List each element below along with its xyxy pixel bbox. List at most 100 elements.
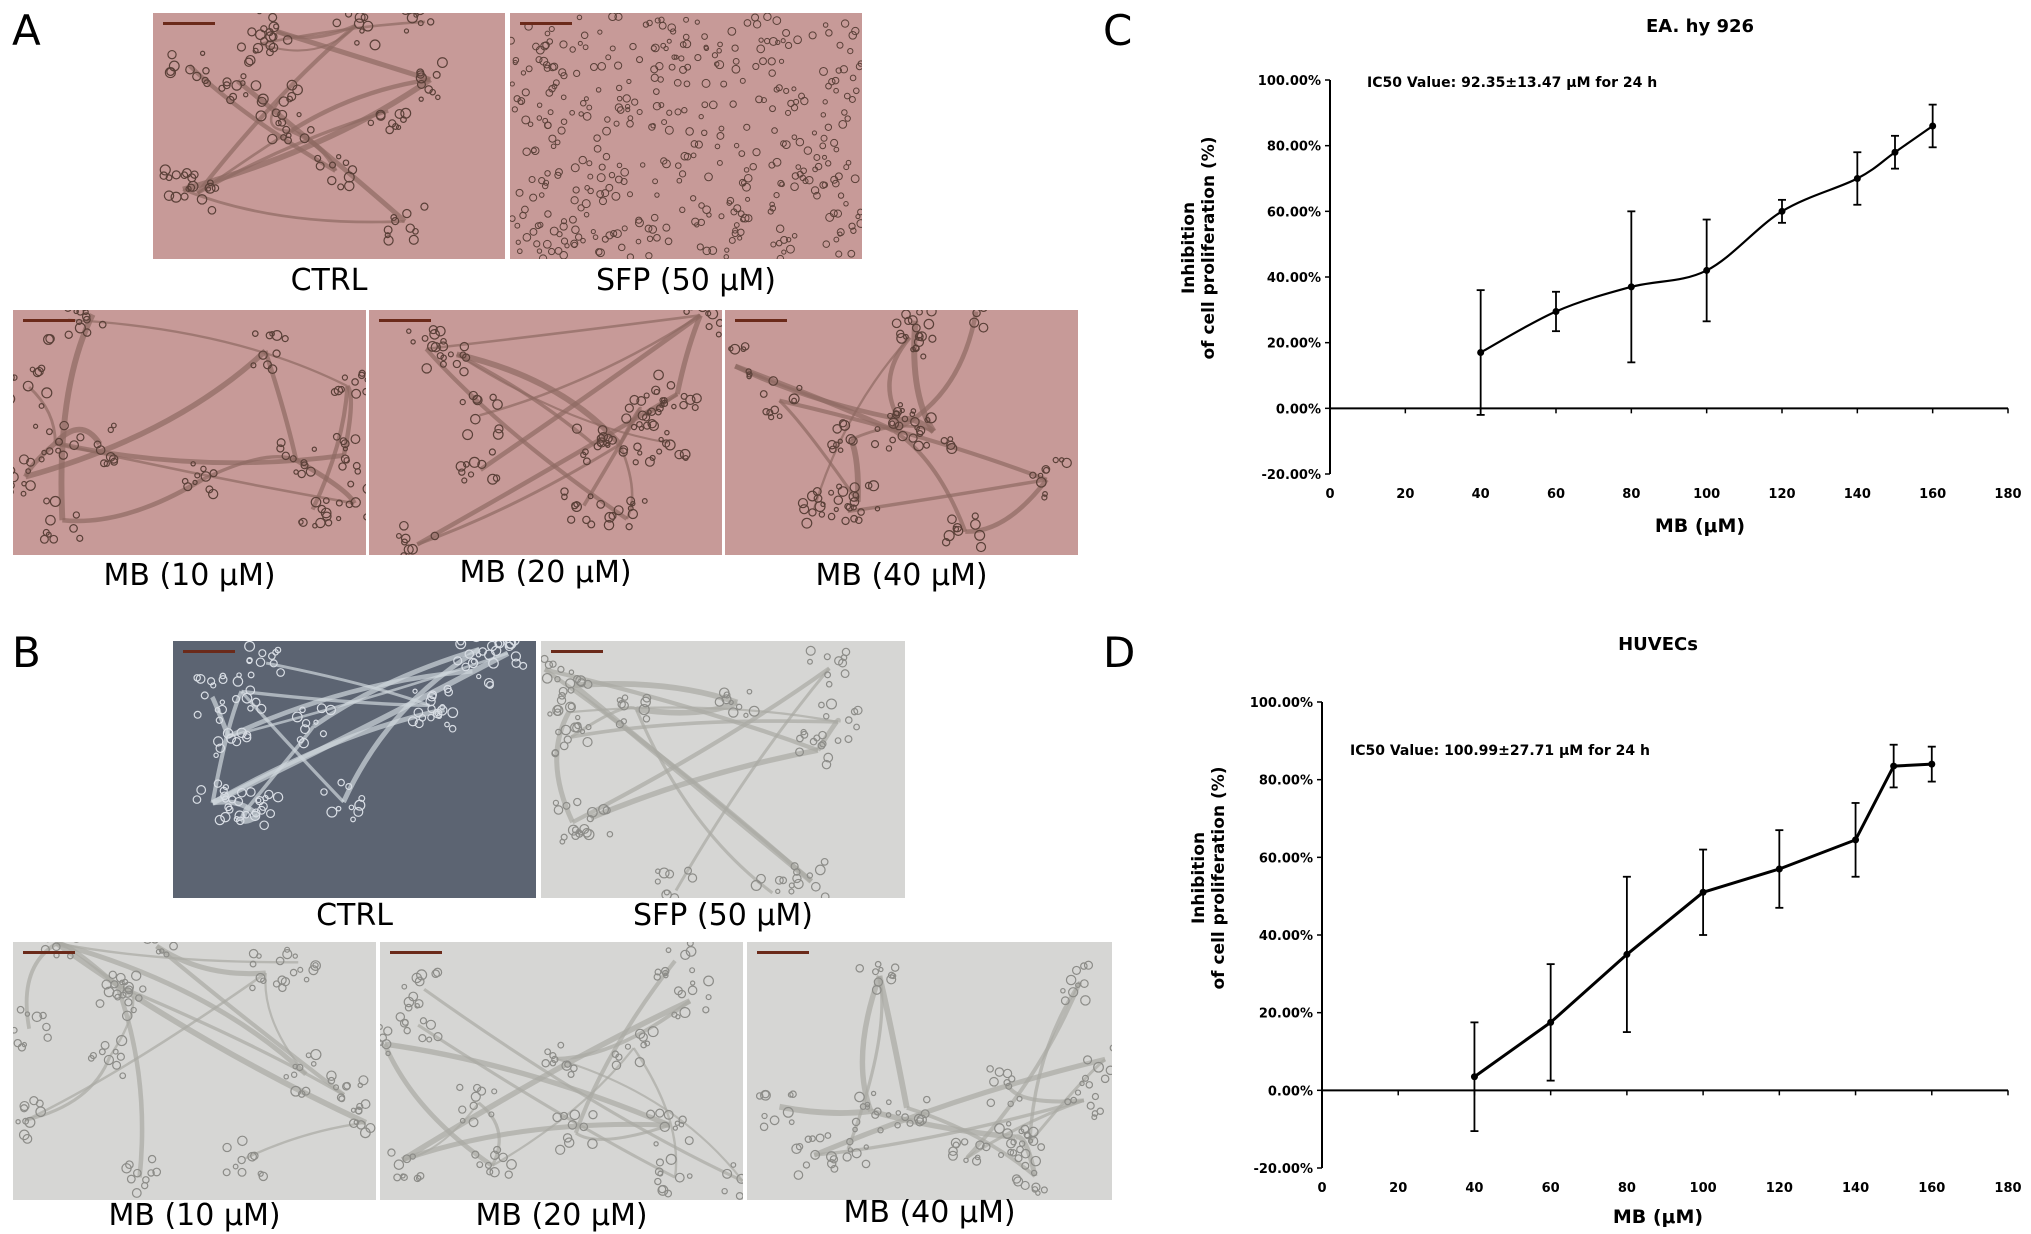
cell [808, 508, 817, 517]
tube-segment [245, 1121, 367, 1160]
cell [193, 674, 201, 682]
cell [142, 1176, 150, 1184]
tube-segment [424, 347, 628, 521]
cell [16, 1005, 25, 1014]
chart-title: HUVECs [1618, 634, 1698, 655]
cell [242, 733, 252, 743]
cell [159, 948, 165, 954]
cell [390, 214, 398, 221]
cell [395, 1012, 406, 1022]
cell [488, 1111, 495, 1118]
cell-network [755, 960, 1112, 1196]
cell [1029, 471, 1037, 479]
cell [81, 312, 91, 321]
cell [436, 705, 448, 716]
cell [971, 1156, 982, 1166]
panel-letter-b: B [12, 628, 41, 677]
cell [678, 55, 685, 62]
cell [536, 115, 543, 121]
cell [582, 44, 589, 51]
cell [453, 656, 463, 666]
cell [493, 1145, 502, 1154]
plot-area: 100.00%80.00%60.00%40.00%20.00%0.00%-20.… [1250, 696, 2022, 1196]
tube-segment [114, 984, 145, 1178]
cell [773, 86, 780, 93]
cell [646, 235, 654, 242]
cell [916, 331, 927, 342]
tube-segment [570, 719, 839, 739]
cell [668, 63, 676, 71]
cell [579, 1122, 589, 1132]
cell [468, 456, 481, 468]
chart-c: EA. hy 926 IC50 Value: 92.35±13.47 μM fo… [1130, 0, 2030, 560]
cell [426, 18, 435, 26]
cell [258, 350, 268, 360]
cell [436, 57, 448, 69]
cell [665, 947, 672, 954]
x-tick-label: 40 [1465, 1181, 1483, 1196]
cell [159, 164, 171, 176]
cell [417, 20, 424, 27]
cell [49, 534, 59, 544]
cell [825, 698, 837, 710]
cell [635, 238, 642, 245]
cell [246, 657, 253, 665]
cell [541, 182, 549, 190]
cell [571, 241, 578, 249]
cell [336, 154, 342, 160]
cell [654, 1177, 662, 1186]
cell [698, 310, 707, 313]
y-tick-label: 100.00% [1258, 74, 1321, 89]
cell [1020, 1148, 1031, 1159]
cell [152, 1167, 162, 1177]
cell [17, 1043, 27, 1052]
cell [299, 133, 310, 144]
cell [694, 140, 703, 149]
cell [674, 108, 682, 116]
cell [220, 791, 229, 801]
cell [673, 54, 679, 60]
cell [536, 102, 543, 108]
cell [586, 814, 594, 823]
cell [363, 513, 366, 521]
data-point [1852, 836, 1860, 844]
cell [632, 459, 639, 466]
cell-network [395, 310, 722, 555]
cell [13, 466, 16, 475]
cell [280, 976, 291, 987]
cell [743, 167, 750, 173]
cell [835, 250, 843, 258]
cell [42, 528, 50, 537]
cell [492, 428, 504, 440]
cell [662, 972, 669, 979]
cell [706, 212, 712, 218]
cell [1035, 476, 1047, 488]
cell [575, 714, 581, 721]
cell [846, 1137, 854, 1146]
cell [667, 23, 676, 32]
cell [357, 1082, 364, 1089]
cell [768, 69, 776, 77]
cell [828, 489, 835, 496]
scale-bar [183, 650, 235, 653]
cell [213, 736, 224, 747]
cell [761, 1112, 768, 1120]
cell [281, 451, 291, 461]
y-tick-label: 40.00% [1259, 929, 1313, 944]
cell [837, 486, 849, 497]
cell [648, 123, 656, 131]
micrograph-texture [725, 310, 1078, 555]
cell [1070, 1096, 1078, 1104]
cell [456, 641, 465, 646]
tube-segment [54, 441, 355, 505]
cell [664, 439, 676, 451]
cell [826, 1151, 837, 1163]
cell [664, 237, 673, 246]
cell [15, 1119, 21, 1125]
cell [750, 879, 762, 891]
cell [603, 519, 615, 531]
data-point [1853, 175, 1861, 182]
cell [897, 402, 904, 408]
cell [354, 13, 366, 23]
cell [200, 465, 207, 473]
